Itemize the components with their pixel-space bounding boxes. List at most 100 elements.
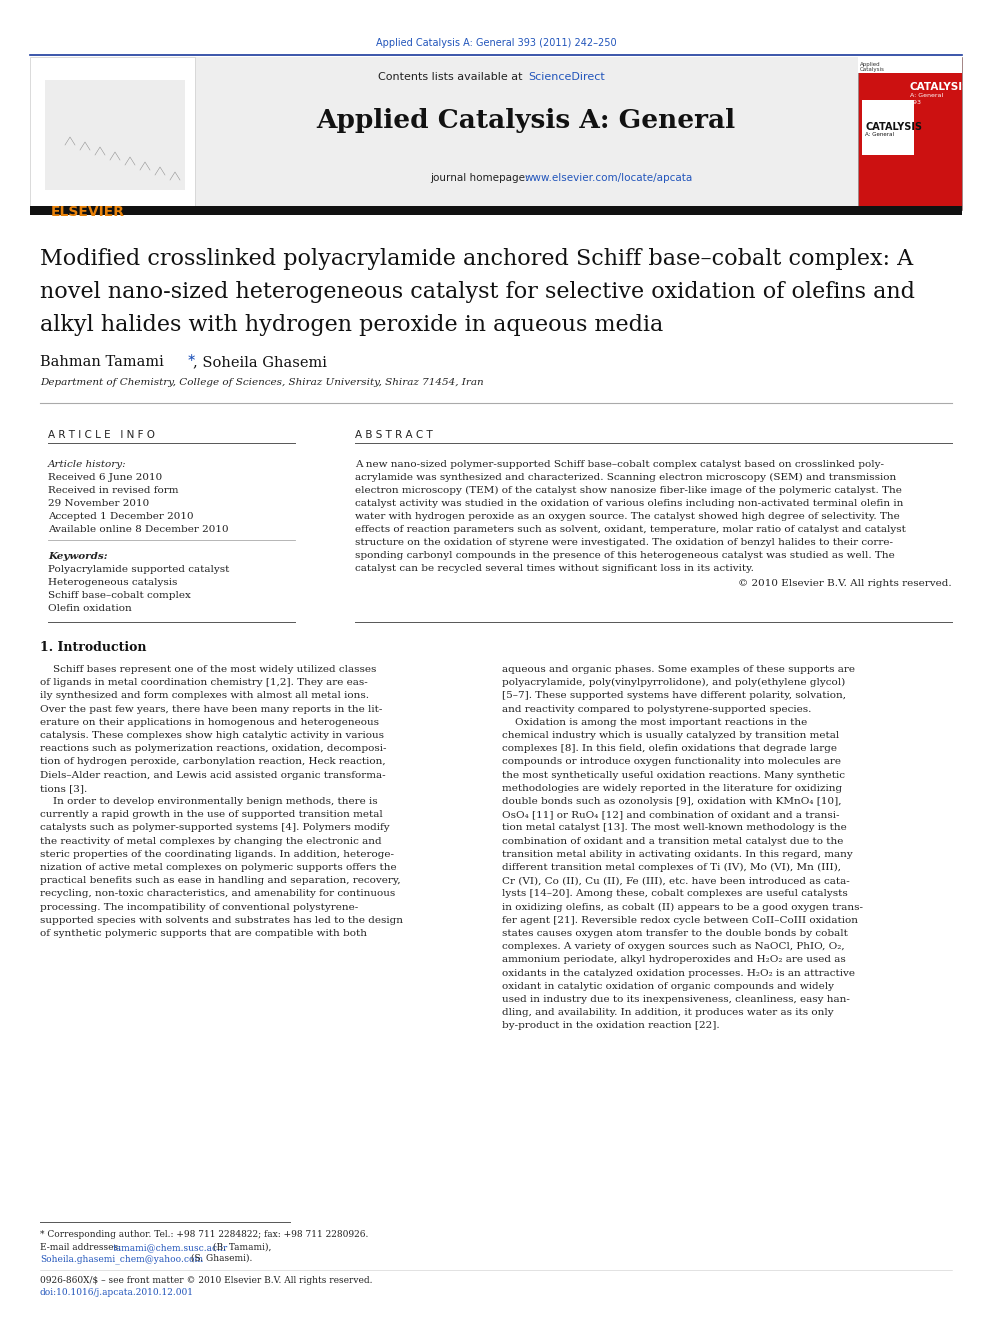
Text: oxidant in catalytic oxidation of organic compounds and widely: oxidant in catalytic oxidation of organi… xyxy=(502,982,834,991)
Text: alkyl halides with hydrogen peroxide in aqueous media: alkyl halides with hydrogen peroxide in … xyxy=(40,314,664,336)
Bar xyxy=(858,57,962,210)
Text: processing. The incompatibility of conventional polystyrene-: processing. The incompatibility of conve… xyxy=(40,902,358,912)
Text: the reactivity of metal complexes by changing the electronic and: the reactivity of metal complexes by cha… xyxy=(40,836,382,845)
Text: Keywords:: Keywords: xyxy=(48,552,107,561)
Text: Catalysis: Catalysis xyxy=(860,67,885,71)
Text: oxidants in the catalyzed oxidation processes. H₂O₂ is an attractive: oxidants in the catalyzed oxidation proc… xyxy=(502,968,855,978)
Text: Modified crosslinked polyacrylamide anchored Schiff base–cobalt complex: A: Modified crosslinked polyacrylamide anch… xyxy=(40,247,913,270)
Text: tions [3].: tions [3]. xyxy=(40,783,87,792)
Text: journal homepage:: journal homepage: xyxy=(430,173,532,183)
Text: acrylamide was synthesized and characterized. Scanning electron microscopy (SEM): acrylamide was synthesized and character… xyxy=(355,474,896,482)
Text: Polyacrylamide supported catalyst: Polyacrylamide supported catalyst xyxy=(48,565,229,574)
Text: E-mail addresses:: E-mail addresses: xyxy=(40,1244,124,1252)
Text: Soheila.ghasemi_chem@yahoo.com: Soheila.ghasemi_chem@yahoo.com xyxy=(40,1254,203,1263)
Text: ily synthesized and form complexes with almost all metal ions.: ily synthesized and form complexes with … xyxy=(40,692,369,700)
Text: novel nano-sized heterogeneous catalyst for selective oxidation of olefins and: novel nano-sized heterogeneous catalyst … xyxy=(40,280,915,303)
Text: A: General: A: General xyxy=(865,132,894,138)
Text: 29 November 2010: 29 November 2010 xyxy=(48,499,149,508)
Bar xyxy=(862,101,914,155)
Text: of synthetic polymeric supports that are compatible with both: of synthetic polymeric supports that are… xyxy=(40,929,367,938)
Text: catalysis. These complexes show high catalytic activity in various: catalysis. These complexes show high cat… xyxy=(40,732,384,740)
Text: structure on the oxidation of styrene were investigated. The oxidation of benzyl: structure on the oxidation of styrene we… xyxy=(355,538,893,546)
Text: Diels–Alder reaction, and Lewis acid assisted organic transforma-: Diels–Alder reaction, and Lewis acid ass… xyxy=(40,770,386,779)
Text: ammonium periodate, alkyl hydroperoxides and H₂O₂ are used as: ammonium periodate, alkyl hydroperoxides… xyxy=(502,955,846,964)
Text: Received in revised form: Received in revised form xyxy=(48,486,179,495)
Bar xyxy=(195,57,858,210)
Bar xyxy=(858,57,962,73)
Text: double bonds such as ozonolysis [9], oxidation with KMnO₄ [10],: double bonds such as ozonolysis [9], oxi… xyxy=(502,796,841,806)
Text: electron microscopy (TEM) of the catalyst show nanosize fiber-like image of the : electron microscopy (TEM) of the catalys… xyxy=(355,486,902,495)
Text: [5–7]. These supported systems have different polarity, solvation,: [5–7]. These supported systems have diff… xyxy=(502,692,846,700)
Text: 0926-860X/$ – see front matter © 2010 Elsevier B.V. All rights reserved.: 0926-860X/$ – see front matter © 2010 El… xyxy=(40,1275,373,1285)
Text: complexes [8]. In this field, olefin oxidations that degrade large: complexes [8]. In this field, olefin oxi… xyxy=(502,745,837,753)
Text: 1. Introduction: 1. Introduction xyxy=(40,642,147,654)
Text: A B S T R A C T: A B S T R A C T xyxy=(355,430,433,441)
Text: CATALYSIS: CATALYSIS xyxy=(865,122,922,132)
Text: erature on their applications in homogenous and heterogeneous: erature on their applications in homogen… xyxy=(40,718,379,726)
Text: www.elsevier.com/locate/apcata: www.elsevier.com/locate/apcata xyxy=(525,173,693,183)
Text: Schiff bases represent one of the most widely utilized classes: Schiff bases represent one of the most w… xyxy=(40,665,376,673)
Bar xyxy=(45,79,185,191)
Text: polyacrylamide, poly(vinylpyrrolidone), and poly(ethylene glycol): polyacrylamide, poly(vinylpyrrolidone), … xyxy=(502,679,845,688)
Text: currently a rapid growth in the use of supported transition metal: currently a rapid growth in the use of s… xyxy=(40,810,383,819)
Text: lysts [14–20]. Among these, cobalt complexes are useful catalysts: lysts [14–20]. Among these, cobalt compl… xyxy=(502,889,848,898)
Text: chemical industry which is usually catalyzed by transition metal: chemical industry which is usually catal… xyxy=(502,732,839,740)
Text: Available online 8 December 2010: Available online 8 December 2010 xyxy=(48,525,228,534)
Text: OsO₄ [11] or RuO₄ [12] and combination of oxidant and a transi-: OsO₄ [11] or RuO₄ [12] and combination o… xyxy=(502,810,839,819)
Bar xyxy=(30,206,962,216)
Text: water with hydrogen peroxide as an oxygen source. The catalyst showed high degre: water with hydrogen peroxide as an oxyge… xyxy=(355,512,900,521)
Text: doi:10.1016/j.apcata.2010.12.001: doi:10.1016/j.apcata.2010.12.001 xyxy=(40,1289,194,1297)
Text: supported species with solvents and substrates has led to the design: supported species with solvents and subs… xyxy=(40,916,403,925)
Text: used in industry due to its inexpensiveness, cleanliness, easy han-: used in industry due to its inexpensiven… xyxy=(502,995,850,1004)
Text: 393: 393 xyxy=(910,101,922,105)
Text: tion of hydrogen peroxide, carbonylation reaction, Heck reaction,: tion of hydrogen peroxide, carbonylation… xyxy=(40,757,386,766)
Text: tamami@chem.susc.ac.ir: tamami@chem.susc.ac.ir xyxy=(113,1244,228,1252)
Text: practical benefits such as ease in handling and separation, recovery,: practical benefits such as ease in handl… xyxy=(40,876,401,885)
Text: different transition metal complexes of Ti (IV), Mo (VI), Mn (III),: different transition metal complexes of … xyxy=(502,863,841,872)
Text: Olefin oxidation: Olefin oxidation xyxy=(48,605,132,613)
Text: ∗: ∗ xyxy=(187,353,196,363)
Text: recycling, non-toxic characteristics, and amenability for continuous: recycling, non-toxic characteristics, an… xyxy=(40,889,395,898)
Text: © 2010 Elsevier B.V. All rights reserved.: © 2010 Elsevier B.V. All rights reserved… xyxy=(738,579,952,587)
Text: A: General: A: General xyxy=(910,93,943,98)
Text: Over the past few years, there have been many reports in the lit-: Over the past few years, there have been… xyxy=(40,705,382,713)
Text: (S. Ghasemi).: (S. Ghasemi). xyxy=(188,1254,252,1263)
Text: , Soheila Ghasemi: , Soheila Ghasemi xyxy=(193,355,327,369)
Text: * Corresponding author. Tel.: +98 711 2284822; fax: +98 711 2280926.: * Corresponding author. Tel.: +98 711 22… xyxy=(40,1230,368,1240)
Text: of ligands in metal coordination chemistry [1,2]. They are eas-: of ligands in metal coordination chemist… xyxy=(40,679,368,687)
Text: dling, and availability. In addition, it produces water as its only: dling, and availability. In addition, it… xyxy=(502,1008,833,1017)
Text: Accepted 1 December 2010: Accepted 1 December 2010 xyxy=(48,512,193,521)
Text: aqueous and organic phases. Some examples of these supports are: aqueous and organic phases. Some example… xyxy=(502,665,855,673)
Text: In order to develop environmentally benign methods, there is: In order to develop environmentally beni… xyxy=(40,796,378,806)
Text: Applied Catalysis A: General: Applied Catalysis A: General xyxy=(316,108,735,134)
Text: ScienceDirect: ScienceDirect xyxy=(528,71,605,82)
Text: states causes oxygen atom transfer to the double bonds by cobalt: states causes oxygen atom transfer to th… xyxy=(502,929,848,938)
Text: compounds or introduce oxygen functionality into molecules are: compounds or introduce oxygen functional… xyxy=(502,757,841,766)
Text: tion metal catalyst [13]. The most well-known methodology is the: tion metal catalyst [13]. The most well-… xyxy=(502,823,847,832)
Text: complexes. A variety of oxygen sources such as NaOCl, PhIO, O₂,: complexes. A variety of oxygen sources s… xyxy=(502,942,844,951)
Text: nization of active metal complexes on polymeric supports offers the: nization of active metal complexes on po… xyxy=(40,863,397,872)
Text: in oxidizing olefins, as cobalt (II) appears to be a good oxygen trans-: in oxidizing olefins, as cobalt (II) app… xyxy=(502,902,863,912)
Text: methodologies are widely reported in the literature for oxidizing: methodologies are widely reported in the… xyxy=(502,783,842,792)
Text: (B. Tamami),: (B. Tamami), xyxy=(210,1244,272,1252)
Text: CATALYSIS: CATALYSIS xyxy=(910,82,970,93)
Text: Cr (VI), Co (II), Cu (II), Fe (III), etc. have been introduced as cata-: Cr (VI), Co (II), Cu (II), Fe (III), etc… xyxy=(502,876,850,885)
Text: combination of oxidant and a transition metal catalyst due to the: combination of oxidant and a transition … xyxy=(502,836,843,845)
Text: Bahman Tamami: Bahman Tamami xyxy=(40,355,164,369)
Text: catalysts such as polymer-supported systems [4]. Polymers modify: catalysts such as polymer-supported syst… xyxy=(40,823,390,832)
Text: Article history:: Article history: xyxy=(48,460,127,468)
Bar xyxy=(30,57,195,210)
Text: Oxidation is among the most important reactions in the: Oxidation is among the most important re… xyxy=(502,718,807,726)
Text: catalyst activity was studied in the oxidation of various olefins including non-: catalyst activity was studied in the oxi… xyxy=(355,499,904,508)
Text: A new nano-sized polymer-supported Schiff base–cobalt complex catalyst based on : A new nano-sized polymer-supported Schif… xyxy=(355,460,884,468)
Text: steric properties of the coordinating ligands. In addition, heteroge-: steric properties of the coordinating li… xyxy=(40,849,394,859)
Text: A R T I C L E   I N F O: A R T I C L E I N F O xyxy=(48,430,155,441)
Text: catalyst can be recycled several times without significant loss in its activity.: catalyst can be recycled several times w… xyxy=(355,564,754,573)
Text: and reactivity compared to polystyrene-supported species.: and reactivity compared to polystyrene-s… xyxy=(502,705,811,713)
Text: the most synthetically useful oxidation reactions. Many synthetic: the most synthetically useful oxidation … xyxy=(502,770,845,779)
Text: Received 6 June 2010: Received 6 June 2010 xyxy=(48,474,163,482)
Text: Department of Chemistry, College of Sciences, Shiraz University, Shiraz 71454, I: Department of Chemistry, College of Scie… xyxy=(40,378,484,388)
Text: effects of reaction parameters such as solvent, oxidant, temperature, molar rati: effects of reaction parameters such as s… xyxy=(355,525,906,534)
Text: transition metal ability in activating oxidants. In this regard, many: transition metal ability in activating o… xyxy=(502,849,853,859)
Text: ELSEVIER: ELSEVIER xyxy=(51,205,125,220)
